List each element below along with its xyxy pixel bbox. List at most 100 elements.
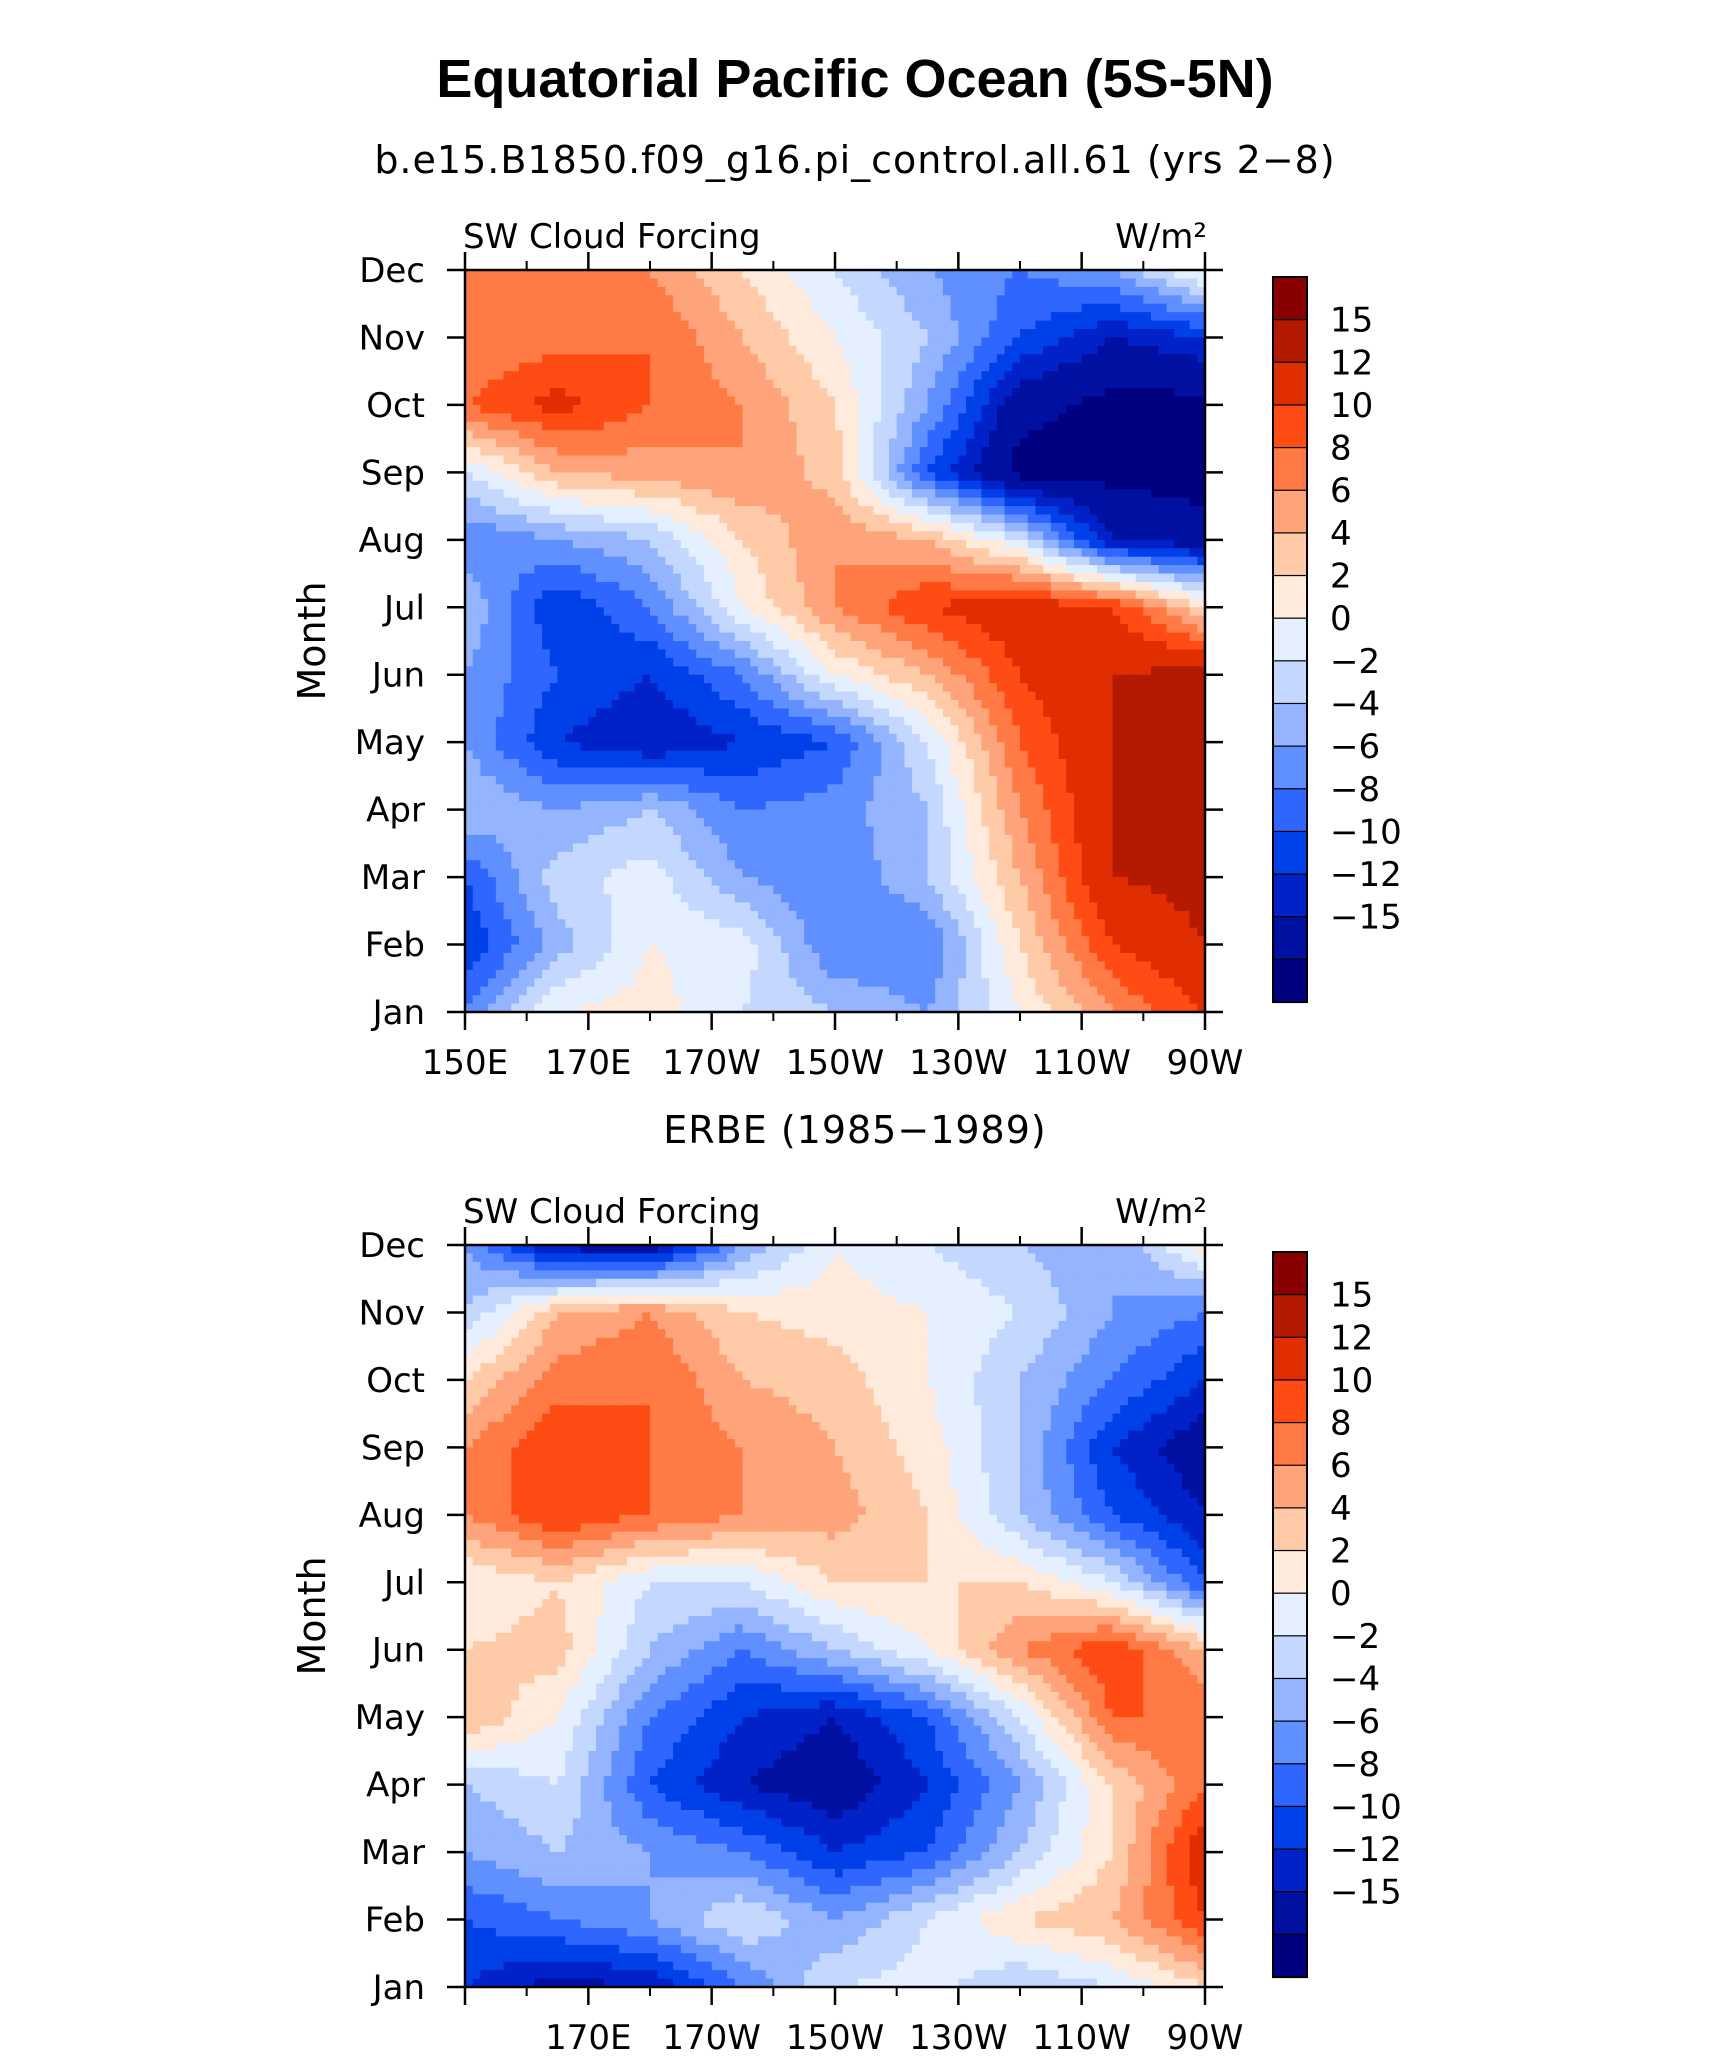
field-cell	[750, 270, 759, 280]
field-cell	[711, 362, 720, 372]
field-cell	[465, 388, 474, 398]
field-cell	[1020, 362, 1029, 372]
field-cell	[650, 303, 659, 313]
field-cell	[626, 354, 636, 364]
field-cell	[881, 362, 890, 372]
field-cell	[904, 329, 913, 339]
field-cell	[873, 320, 882, 330]
field-cell	[650, 345, 659, 355]
field-cell	[773, 270, 782, 280]
field-cell	[1073, 354, 1083, 364]
field-cell	[958, 312, 967, 322]
field-cell	[703, 278, 713, 288]
field-cell	[588, 371, 597, 381]
field-cell	[966, 337, 975, 347]
field-cell	[619, 312, 628, 322]
field-cell	[711, 388, 720, 398]
field-cell	[811, 303, 821, 313]
field-cell	[1151, 270, 1160, 280]
field-cell	[1135, 295, 1144, 305]
field-cell	[480, 312, 489, 322]
field-cell	[1197, 354, 1206, 364]
field-cell	[1135, 270, 1144, 280]
field-cell	[611, 388, 620, 398]
field-cell	[1143, 295, 1152, 305]
field-cell	[650, 312, 659, 322]
field-cell	[966, 345, 975, 355]
field-cell	[1035, 337, 1044, 347]
field-cell	[942, 379, 952, 389]
field-cell	[1143, 345, 1152, 355]
field-cell	[835, 303, 844, 313]
field-cell	[1135, 337, 1144, 347]
field-cell	[518, 345, 528, 355]
field-cell	[488, 388, 497, 398]
field-cell	[1166, 345, 1175, 355]
field-cell	[888, 337, 898, 347]
field-cell	[688, 329, 697, 339]
field-cell	[1012, 320, 1021, 330]
field-cell	[534, 388, 543, 398]
field-cell	[480, 345, 489, 355]
field-cell	[865, 278, 875, 288]
field-cell	[719, 329, 728, 339]
field-cell	[727, 371, 736, 381]
field-cell	[1174, 312, 1183, 322]
field-cell	[734, 295, 744, 305]
field-cell	[665, 388, 674, 398]
field-cell	[696, 362, 705, 372]
field-cell	[1166, 295, 1175, 305]
field-cell	[703, 295, 713, 305]
field-cell	[603, 329, 613, 339]
field-cell	[765, 371, 774, 381]
field-cell	[966, 295, 975, 305]
field-cell	[966, 379, 975, 389]
field-cell	[673, 312, 682, 322]
field-cell	[611, 337, 620, 347]
field-cell	[1012, 337, 1021, 347]
field-cell	[881, 371, 890, 381]
field-cell	[888, 270, 898, 280]
field-cell	[1020, 345, 1029, 355]
field-cell	[1073, 337, 1083, 347]
field-cell	[696, 337, 705, 347]
field-cell	[657, 303, 667, 313]
field-cell	[1012, 286, 1021, 296]
field-cell	[1104, 354, 1114, 364]
field-cell	[703, 371, 713, 381]
field-cell	[465, 278, 474, 288]
field-cell	[781, 320, 790, 330]
field-cell	[811, 362, 821, 372]
field-cell	[719, 312, 728, 322]
field-cell	[827, 270, 836, 280]
field-cell	[888, 371, 898, 381]
field-cell	[996, 286, 1006, 296]
field-cell	[596, 312, 605, 322]
field-cell	[1127, 295, 1137, 305]
field-cell	[1158, 312, 1168, 322]
field-cell	[727, 362, 736, 372]
field-cell	[488, 270, 497, 280]
field-cell	[619, 379, 628, 389]
field-cell	[750, 345, 759, 355]
field-cell	[572, 295, 582, 305]
field-cell	[488, 337, 497, 347]
field-cell	[996, 371, 1006, 381]
field-cell	[1043, 270, 1052, 280]
field-cell	[850, 329, 859, 339]
field-cell	[542, 303, 551, 313]
field-cell	[1166, 303, 1175, 313]
field-cell	[989, 379, 998, 389]
field-cell	[1020, 329, 1029, 339]
field-cell	[919, 312, 929, 322]
field-cell	[549, 337, 559, 347]
field-cell	[480, 362, 489, 372]
field-cell	[1127, 337, 1137, 347]
panel-1-filled-contours	[465, 270, 1206, 1013]
field-cell	[819, 295, 828, 305]
field-cell	[1073, 329, 1083, 339]
field-cell	[1104, 362, 1114, 372]
field-cell	[557, 329, 566, 339]
field-cell	[1081, 303, 1090, 313]
field-cell	[503, 312, 512, 322]
